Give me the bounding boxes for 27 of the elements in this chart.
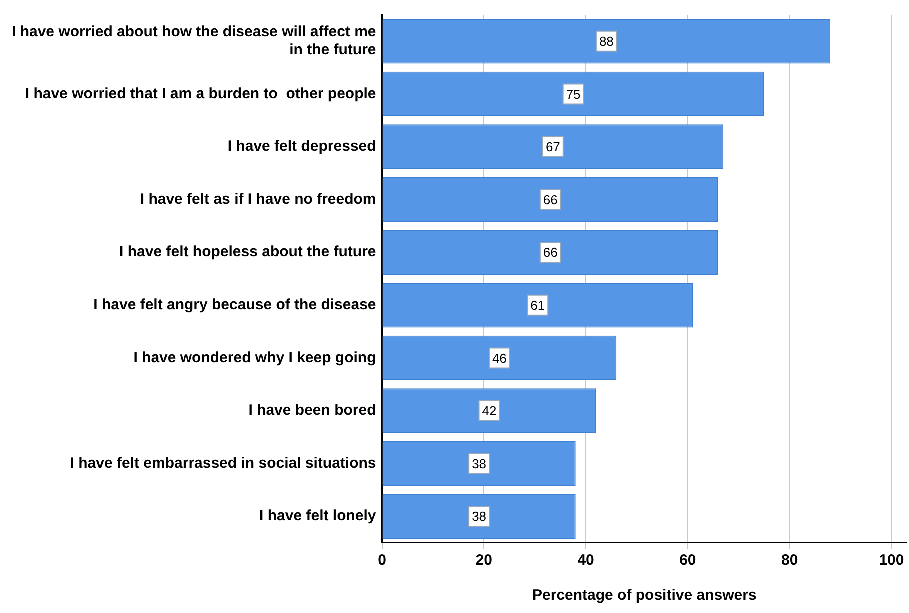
y-tick-label: I have felt hopeless about the future xyxy=(120,244,376,261)
y-tick-label: I have worried about how the disease will affect me in the future xyxy=(12,24,376,59)
y-tick-label: I have felt depressed xyxy=(228,138,376,156)
data-label: 75 xyxy=(566,86,581,102)
y-tick-label: I have been bored xyxy=(248,402,376,420)
data-label: 66 xyxy=(543,245,558,260)
y-tick-label: I have felt lonely xyxy=(260,508,377,525)
data-label: 38 xyxy=(472,456,487,472)
y-tick-label: I have worried that I am a burden to other people xyxy=(25,85,376,102)
x-tick-label: 0 xyxy=(378,552,386,570)
data-label: 66 xyxy=(543,192,558,208)
data-label: 46 xyxy=(492,350,507,366)
y-tick-label: I have wondered why I keep going xyxy=(134,349,376,366)
data-label: 61 xyxy=(530,298,546,313)
y-tick-label: I have felt angry because of the disease xyxy=(94,296,376,314)
data-label: 67 xyxy=(546,140,560,155)
x-axis-title: Percentage of positive answers xyxy=(532,587,757,604)
data-label: 42 xyxy=(482,404,497,419)
x-tick-label: 80 xyxy=(781,552,798,570)
data-label: 88 xyxy=(599,34,614,49)
y-tick-label: I have felt as if I have no freedom xyxy=(140,190,376,208)
x-tick-label: 100 xyxy=(879,552,904,570)
x-tick-label: 60 xyxy=(680,552,696,570)
x-tick-label: 20 xyxy=(476,552,492,570)
y-tick-label: I have felt embarrassed in social situations xyxy=(70,454,376,472)
data-label: 38 xyxy=(472,509,487,524)
x-tick-label: 40 xyxy=(578,552,594,570)
